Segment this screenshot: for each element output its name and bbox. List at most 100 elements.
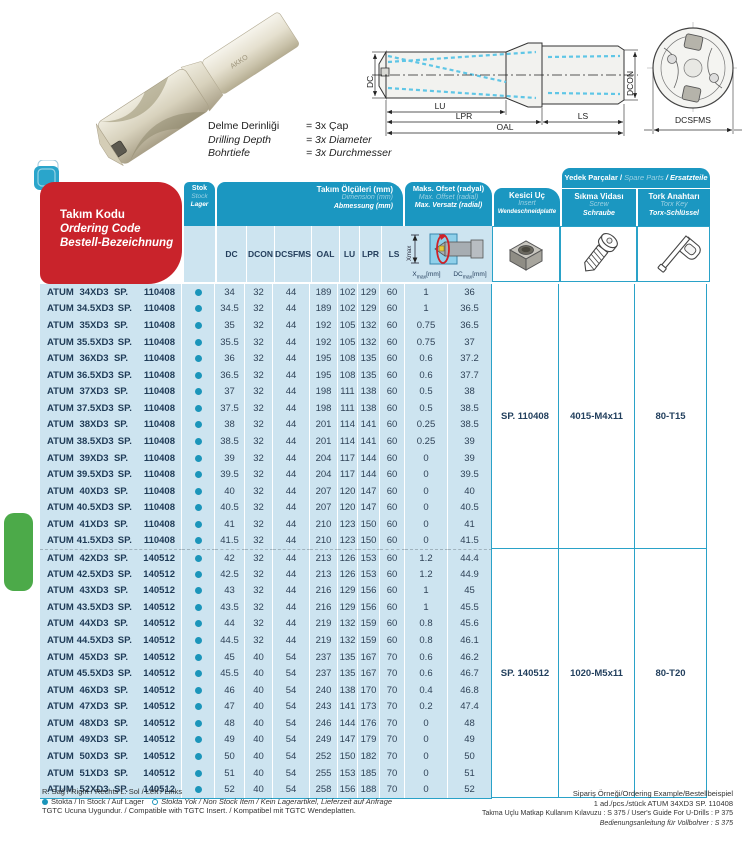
code-part: 140512 <box>143 668 175 680</box>
section-color-tab <box>4 513 33 591</box>
stock-subcell <box>184 226 215 282</box>
code-part: 140512 <box>143 750 175 762</box>
value-cell: 156 <box>358 582 380 599</box>
stock-dot-icon <box>194 703 202 711</box>
value-cell: 213 <box>310 549 338 566</box>
value-cell: 44 <box>273 499 310 517</box>
stock-cell <box>182 731 215 749</box>
ordering-code-cell: ATUM 44.5XD3 SP. 140512 <box>40 632 182 649</box>
value-cell: 39 <box>215 449 245 467</box>
value-cell: 60 <box>380 366 405 384</box>
table-row: ATUM 35XD3 SP. 110408 35 32 44 192 105 132 60 0.75 3… <box>40 317 492 334</box>
stock-dot-icon <box>194 769 202 777</box>
value-cell: 40 <box>245 748 273 765</box>
dim-col-label-dcon: DCON <box>247 226 275 282</box>
code-part: SP. <box>113 618 129 630</box>
stock-cell <box>182 715 215 732</box>
value-cell: 36 <box>215 350 245 367</box>
value-cell: 44.5 <box>215 632 245 649</box>
code-part: 110408 <box>143 435 175 447</box>
value-cell: 0.8 <box>405 615 448 633</box>
table-row: ATUM 36XD3 SP. 110408 36 32 44 195 108 135 60 0.6 37… <box>40 350 492 367</box>
value-cell: 189 <box>310 284 338 301</box>
value-cell: 105 <box>338 317 358 334</box>
spare-screw-value: 4015-M4x11 <box>559 284 634 550</box>
value-cell: 70 <box>380 698 405 716</box>
table-row: ATUM 37XD3 SP. 110408 37 32 44 198 111 138 60 0.5 38 <box>40 383 492 401</box>
value-cell: 198 <box>310 383 338 401</box>
code-part: SP. <box>113 353 129 365</box>
depth-label-de: Bohrtiefe <box>208 147 251 159</box>
value-cell: 50 <box>448 748 492 765</box>
value-cell: 32 <box>245 383 273 401</box>
stock-dot-icon <box>194 421 202 429</box>
insert-top <box>683 33 704 51</box>
value-cell: 32 <box>245 333 273 351</box>
spare-column-torx: 80-T15 80-T20 <box>634 284 707 798</box>
code-part: ATUM <box>47 319 74 331</box>
ordering-code-cell: ATUM 35XD3 SP. 110408 <box>40 317 182 334</box>
code-part: 42XD3 <box>79 552 109 564</box>
stock-cell <box>182 449 215 467</box>
value-cell: 44 <box>273 582 310 599</box>
code-part: ATUM <box>47 585 74 597</box>
stock-dot-icon <box>194 686 202 694</box>
code-part: SP. <box>117 435 132 447</box>
value-cell: 159 <box>358 632 380 649</box>
code-part: SP. <box>117 668 132 680</box>
dim-label-oal: OAL <box>496 122 513 132</box>
code-part: 35.5XD3 <box>76 336 114 348</box>
value-cell: 44 <box>273 516 310 533</box>
value-cell: 70 <box>380 748 405 765</box>
value-cell: 60 <box>380 598 405 616</box>
value-cell: 204 <box>310 449 338 467</box>
code-part: ATUM <box>47 668 74 680</box>
code-part: 140512 <box>143 784 175 796</box>
insert-icon <box>508 240 544 271</box>
value-cell: 36 <box>448 284 492 301</box>
value-cell: 150 <box>358 516 380 533</box>
value-cell: 54 <box>273 715 310 732</box>
ordering-code-cell: ATUM 36XD3 SP. 110408 <box>40 350 182 367</box>
code-part: SP. <box>117 402 132 414</box>
value-cell: 45 <box>448 582 492 599</box>
value-cell: 153 <box>358 549 380 566</box>
value-cell: 44.4 <box>448 549 492 566</box>
value-cell: 41 <box>448 516 492 533</box>
stock-cell <box>182 532 215 550</box>
value-cell: 46.7 <box>448 665 492 682</box>
value-cell: 201 <box>310 433 338 450</box>
non-stock-legend-text: Stokta Yok / Non Stock Item / Kein Lager… <box>161 796 393 806</box>
value-cell: 44 <box>273 449 310 467</box>
code-part: SP. <box>113 552 129 564</box>
value-cell: 207 <box>310 482 338 500</box>
value-cell: 0 <box>405 715 448 732</box>
value-cell: 1.2 <box>405 549 448 566</box>
stock-cell <box>182 698 215 716</box>
ordering-code-cell: ATUM 42XD3 SP. 140512 <box>40 549 182 566</box>
value-cell: 153 <box>358 565 380 583</box>
value-cell: 138 <box>358 400 380 417</box>
value-cell: 0.4 <box>405 681 448 699</box>
dim-col-label-ls: LS <box>382 226 407 282</box>
ordering-code-cell: ATUM 38XD3 SP. 110408 <box>40 416 182 434</box>
value-cell: 117 <box>338 466 358 483</box>
value-cell: 60 <box>380 383 405 401</box>
value-cell: 60 <box>380 565 405 583</box>
stock-dot-icon <box>194 653 202 661</box>
value-cell: 129 <box>338 582 358 599</box>
value-cell: 44 <box>273 333 310 351</box>
stock-dot-icon <box>194 305 202 313</box>
code-part: ATUM <box>47 452 74 464</box>
value-cell: 167 <box>358 665 380 682</box>
value-cell: 1 <box>405 284 448 301</box>
value-cell: 39 <box>448 449 492 467</box>
code-part: ATUM <box>47 634 74 646</box>
stock-dot-icon <box>194 321 202 329</box>
code-part: 41XD3 <box>79 518 109 530</box>
value-cell: 138 <box>358 383 380 401</box>
value-cell: 249 <box>310 731 338 749</box>
table-row: ATUM 40XD3 SP. 110408 40 32 44 207 120 147 60 0 40 <box>40 482 492 500</box>
ordering-code-cell: ATUM 43.5XD3 SP. 140512 <box>40 598 182 616</box>
value-cell: 54 <box>273 781 310 798</box>
